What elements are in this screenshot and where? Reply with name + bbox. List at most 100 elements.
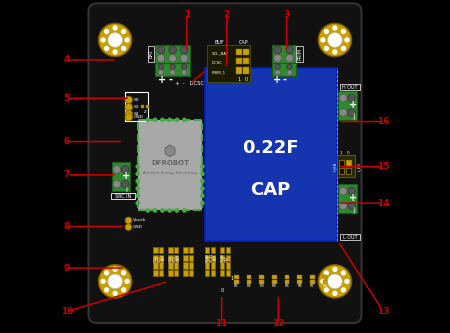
Bar: [225, 247, 230, 253]
Text: SCL_BAT: SCL_BAT: [212, 51, 229, 55]
Text: 1: 1: [184, 10, 190, 20]
Circle shape: [328, 33, 342, 47]
Bar: [272, 275, 277, 279]
Bar: [272, 63, 296, 76]
Text: DFROBOT: DFROBOT: [151, 160, 189, 166]
Text: GND: GND: [133, 225, 143, 229]
Text: BAT: BAT: [149, 49, 154, 58]
Circle shape: [99, 265, 132, 298]
Bar: [184, 255, 188, 261]
Text: PRIM: PRIM: [210, 253, 214, 262]
Circle shape: [332, 291, 338, 296]
Text: |: |: [352, 113, 354, 120]
Bar: [338, 91, 356, 120]
Text: 2: 2: [224, 10, 230, 20]
Circle shape: [344, 37, 350, 43]
Text: CAP: CAP: [251, 181, 291, 199]
Bar: [236, 67, 242, 74]
Text: 1: 1: [230, 276, 233, 281]
Circle shape: [125, 37, 130, 43]
Circle shape: [153, 118, 158, 122]
Bar: [174, 262, 178, 269]
Circle shape: [158, 64, 163, 69]
Text: SRC IN: SRC IN: [115, 193, 131, 199]
Text: 6: 6: [64, 137, 70, 146]
Circle shape: [348, 187, 356, 195]
Bar: [189, 255, 194, 261]
Bar: [159, 270, 163, 276]
Bar: [141, 105, 144, 108]
Circle shape: [125, 104, 132, 111]
Circle shape: [175, 208, 180, 213]
Bar: [310, 275, 315, 279]
Bar: [189, 270, 194, 276]
Bar: [184, 262, 188, 269]
Text: L_OUT: L_OUT: [342, 234, 358, 240]
Circle shape: [145, 118, 150, 122]
Bar: [243, 49, 249, 55]
Circle shape: [320, 37, 325, 43]
Circle shape: [274, 46, 281, 54]
Circle shape: [287, 70, 292, 75]
Text: R6: R6: [297, 284, 302, 288]
Bar: [297, 275, 302, 279]
Circle shape: [112, 267, 118, 272]
Circle shape: [275, 70, 280, 75]
Bar: [225, 255, 230, 261]
Text: PRIM: PRIM: [297, 48, 302, 60]
Circle shape: [122, 166, 129, 173]
Circle shape: [121, 29, 126, 34]
Bar: [259, 275, 264, 279]
Text: L_EN: L_EN: [356, 162, 360, 171]
Bar: [153, 262, 158, 269]
Bar: [284, 280, 289, 284]
Text: 10: 10: [61, 307, 73, 316]
Bar: [153, 247, 158, 253]
Bar: [205, 68, 337, 241]
Text: CAP: CAP: [225, 255, 229, 262]
Bar: [284, 275, 289, 279]
Circle shape: [104, 46, 109, 51]
Text: R2: R2: [247, 284, 252, 288]
Text: PRIM_1: PRIM_1: [212, 70, 226, 74]
Bar: [346, 168, 351, 174]
Circle shape: [100, 37, 106, 43]
Bar: [272, 45, 296, 63]
Text: 1: 1: [237, 77, 240, 82]
Bar: [220, 262, 225, 269]
Circle shape: [200, 201, 205, 205]
Text: 0: 0: [347, 151, 350, 155]
Text: VCC: VCC: [173, 255, 177, 262]
Bar: [225, 270, 230, 276]
Circle shape: [341, 287, 346, 292]
Text: BUF: BUF: [215, 40, 224, 45]
Text: R3: R3: [259, 284, 264, 288]
Circle shape: [112, 25, 118, 31]
Circle shape: [113, 180, 121, 188]
Circle shape: [170, 70, 175, 75]
Circle shape: [324, 287, 329, 292]
Bar: [211, 270, 215, 276]
Circle shape: [286, 55, 293, 62]
Bar: [338, 168, 344, 174]
Circle shape: [158, 70, 163, 75]
Text: S0: S0: [134, 98, 139, 102]
Bar: [174, 247, 178, 253]
Text: VCC: VCC: [158, 255, 162, 262]
Text: R1: R1: [234, 284, 238, 288]
Text: PRIM: PRIM: [206, 253, 210, 262]
Circle shape: [320, 279, 325, 284]
Circle shape: [324, 270, 329, 276]
Bar: [205, 255, 209, 261]
Text: 1: 1: [340, 151, 342, 155]
Bar: [220, 270, 225, 276]
Bar: [205, 247, 209, 253]
FancyBboxPatch shape: [89, 3, 361, 323]
Text: PRIM: PRIM: [221, 253, 225, 262]
Text: S2: S2: [134, 112, 139, 116]
Circle shape: [167, 208, 172, 213]
Text: DCSC: DCSC: [212, 61, 223, 65]
Bar: [211, 247, 215, 253]
Bar: [272, 280, 277, 284]
Circle shape: [286, 46, 293, 54]
